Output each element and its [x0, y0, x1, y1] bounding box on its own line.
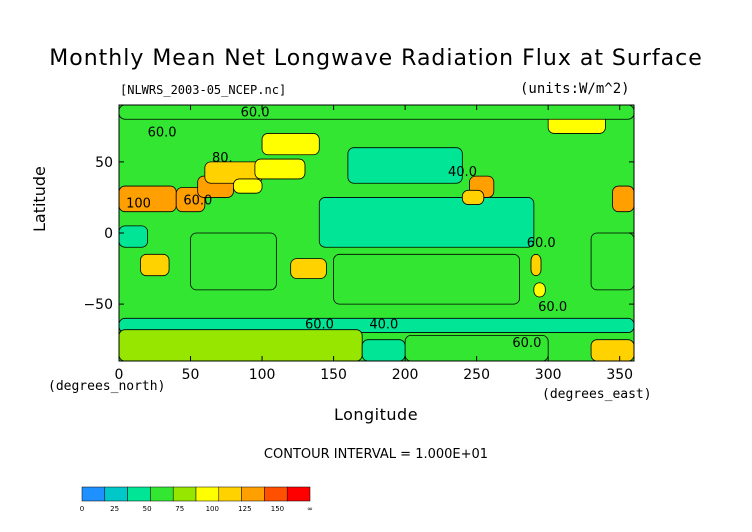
region-nw-mexico [461, 189, 485, 205]
region-siberia [261, 133, 320, 156]
colorbar-tick-label: ∞ [307, 505, 313, 513]
colorbar-swatch [127, 486, 151, 502]
region-southern-ocean [118, 317, 635, 333]
region-south-pacific [333, 253, 520, 305]
region-south-atlantic [590, 232, 635, 291]
x-tick-label: 350 [606, 367, 633, 383]
region-arctic-north [118, 104, 635, 120]
contour-label: 60.0 [183, 194, 212, 209]
region-sahara [118, 185, 177, 213]
colorbar-swatch [241, 486, 265, 502]
region-mongolia [254, 158, 306, 180]
region-greenland-arctic [547, 111, 606, 134]
contour-label: 60.0 [527, 236, 556, 251]
region-arabia [175, 187, 206, 213]
y-tick-label: 0 [104, 226, 113, 242]
file-name: [NLWRS_2003-05_NCEP.nc] [120, 83, 287, 97]
region-north-pacific [347, 147, 463, 184]
contour-label: 60.0 [305, 317, 334, 332]
region-australia [290, 258, 327, 279]
x-axis-label: Longitude [333, 405, 419, 424]
chart-title: Monthly Mean Net Longwave Radiation Flux… [49, 46, 703, 71]
region-andes [530, 253, 542, 277]
contour-label: 60.0 [148, 125, 177, 140]
colorbar-swatch [286, 486, 311, 502]
y-axis-label: Latitude [30, 166, 49, 232]
contour-interval: CONTOUR INTERVAL = 1.000E+01 [263, 447, 489, 462]
region-iran-pakistan [197, 175, 234, 198]
units-label: (units:W/m^2) [520, 81, 630, 97]
region-antarctica-ross [361, 339, 406, 362]
region-background [119, 105, 634, 361]
y-tick-label: 50 [95, 155, 113, 171]
region-central-asia [204, 161, 263, 184]
x-tick-label: 200 [392, 367, 419, 383]
colorbar-swatch [150, 486, 174, 502]
colorbar-tick-label: 50 [143, 505, 152, 513]
region-southern-africa [140, 253, 170, 277]
x-tick-label: 50 [182, 367, 200, 383]
colorbar-swatch [81, 486, 106, 502]
contour-label: 80. [212, 151, 233, 166]
x-tick-label: 150 [320, 367, 347, 383]
contour-label: 40.0 [369, 317, 398, 332]
colorbar-swatch [264, 486, 288, 502]
region-equatorial-atlantic [118, 225, 149, 248]
contour-label: 60.0 [241, 105, 270, 120]
region-tibet [233, 178, 263, 194]
colorbar-swatch [172, 486, 197, 502]
x-tick-label: 250 [463, 367, 490, 383]
contour-label: 60.0 [538, 300, 567, 315]
contour-label: 100 [126, 196, 151, 211]
colorbar-tick-label: 0 [80, 505, 84, 513]
region-patagonia [533, 282, 546, 298]
region-tropical-pacific [318, 197, 535, 248]
x-tick-label: 100 [249, 367, 276, 383]
region-antarctica-coast [590, 339, 635, 362]
colorbar-tick-label: 125 [238, 505, 251, 513]
y-unit-label: (degrees_north) [48, 379, 166, 394]
colorbar-tick-label: 150 [271, 505, 284, 513]
x-unit-label: (degrees_east) [542, 387, 652, 402]
colorbar-tick-label: 25 [110, 505, 119, 513]
colorbar-swatch [218, 486, 242, 502]
contour-label: 60.0 [512, 336, 541, 351]
region-indian-ocean [190, 232, 277, 291]
colorbar-swatch [195, 486, 220, 502]
region-west-sahara [612, 185, 635, 213]
region-antarctica-west [404, 334, 549, 362]
colorbar-swatch [104, 486, 128, 502]
region-antarctica-east [118, 329, 363, 362]
y-tick-label: −50 [83, 297, 113, 313]
x-tick-label: 300 [535, 367, 562, 383]
colorbar-tick-label: 75 [175, 505, 184, 513]
colorbar-tick-label: 100 [206, 505, 219, 513]
contour-label: 40.0 [448, 165, 477, 180]
plot-frame [118, 104, 635, 362]
region-sw-north-america [469, 175, 495, 198]
